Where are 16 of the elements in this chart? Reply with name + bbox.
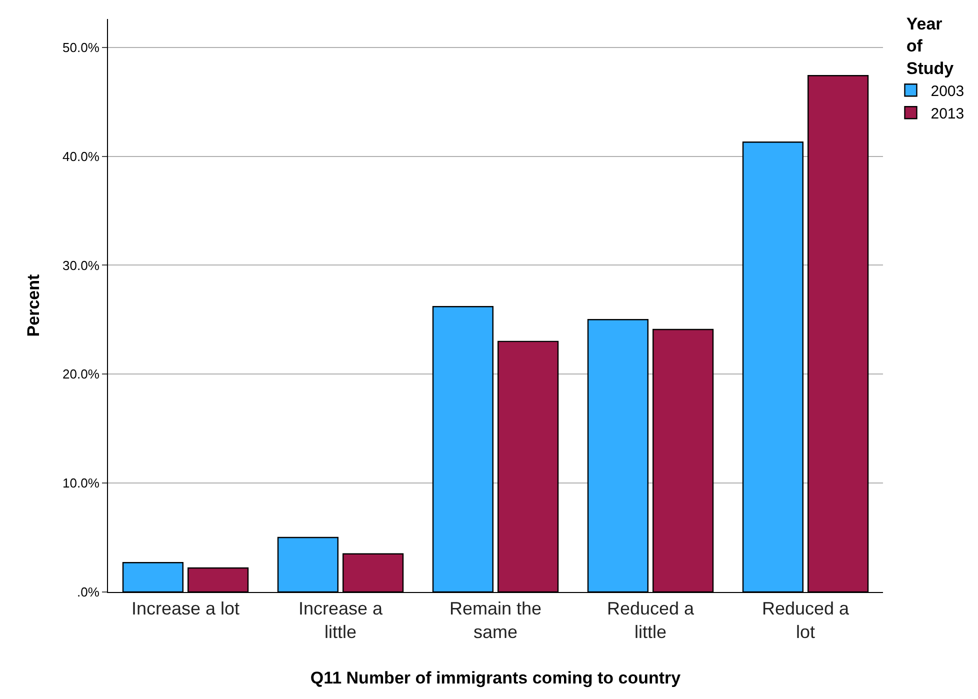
legend-title: Year of Study (906, 14, 954, 78)
y-tick-label: 30.0% (62, 258, 100, 273)
legend-label: 2013 (930, 105, 964, 122)
y-tick-label: 40.0% (62, 148, 100, 164)
y-tick-label: .0% (76, 584, 100, 600)
y-tick-label: 10.0% (62, 476, 100, 491)
y-tick-label: 20.0% (62, 366, 100, 382)
x-tick-label: Reduced a lot (762, 598, 850, 642)
x-tick-label: Increase a little (298, 598, 384, 642)
y-tick-label: 50.0% (62, 40, 100, 55)
x-tick-label: Increase a lot (131, 598, 240, 619)
legend-label: 2003 (930, 82, 964, 100)
x-tick-label: Remain the same (449, 598, 542, 642)
x-axis-title: Q11 Number of immigrants coming to country (310, 668, 682, 688)
x-tick-label: Reduced a little (606, 598, 696, 642)
y-axis-title: Percent (24, 274, 44, 337)
